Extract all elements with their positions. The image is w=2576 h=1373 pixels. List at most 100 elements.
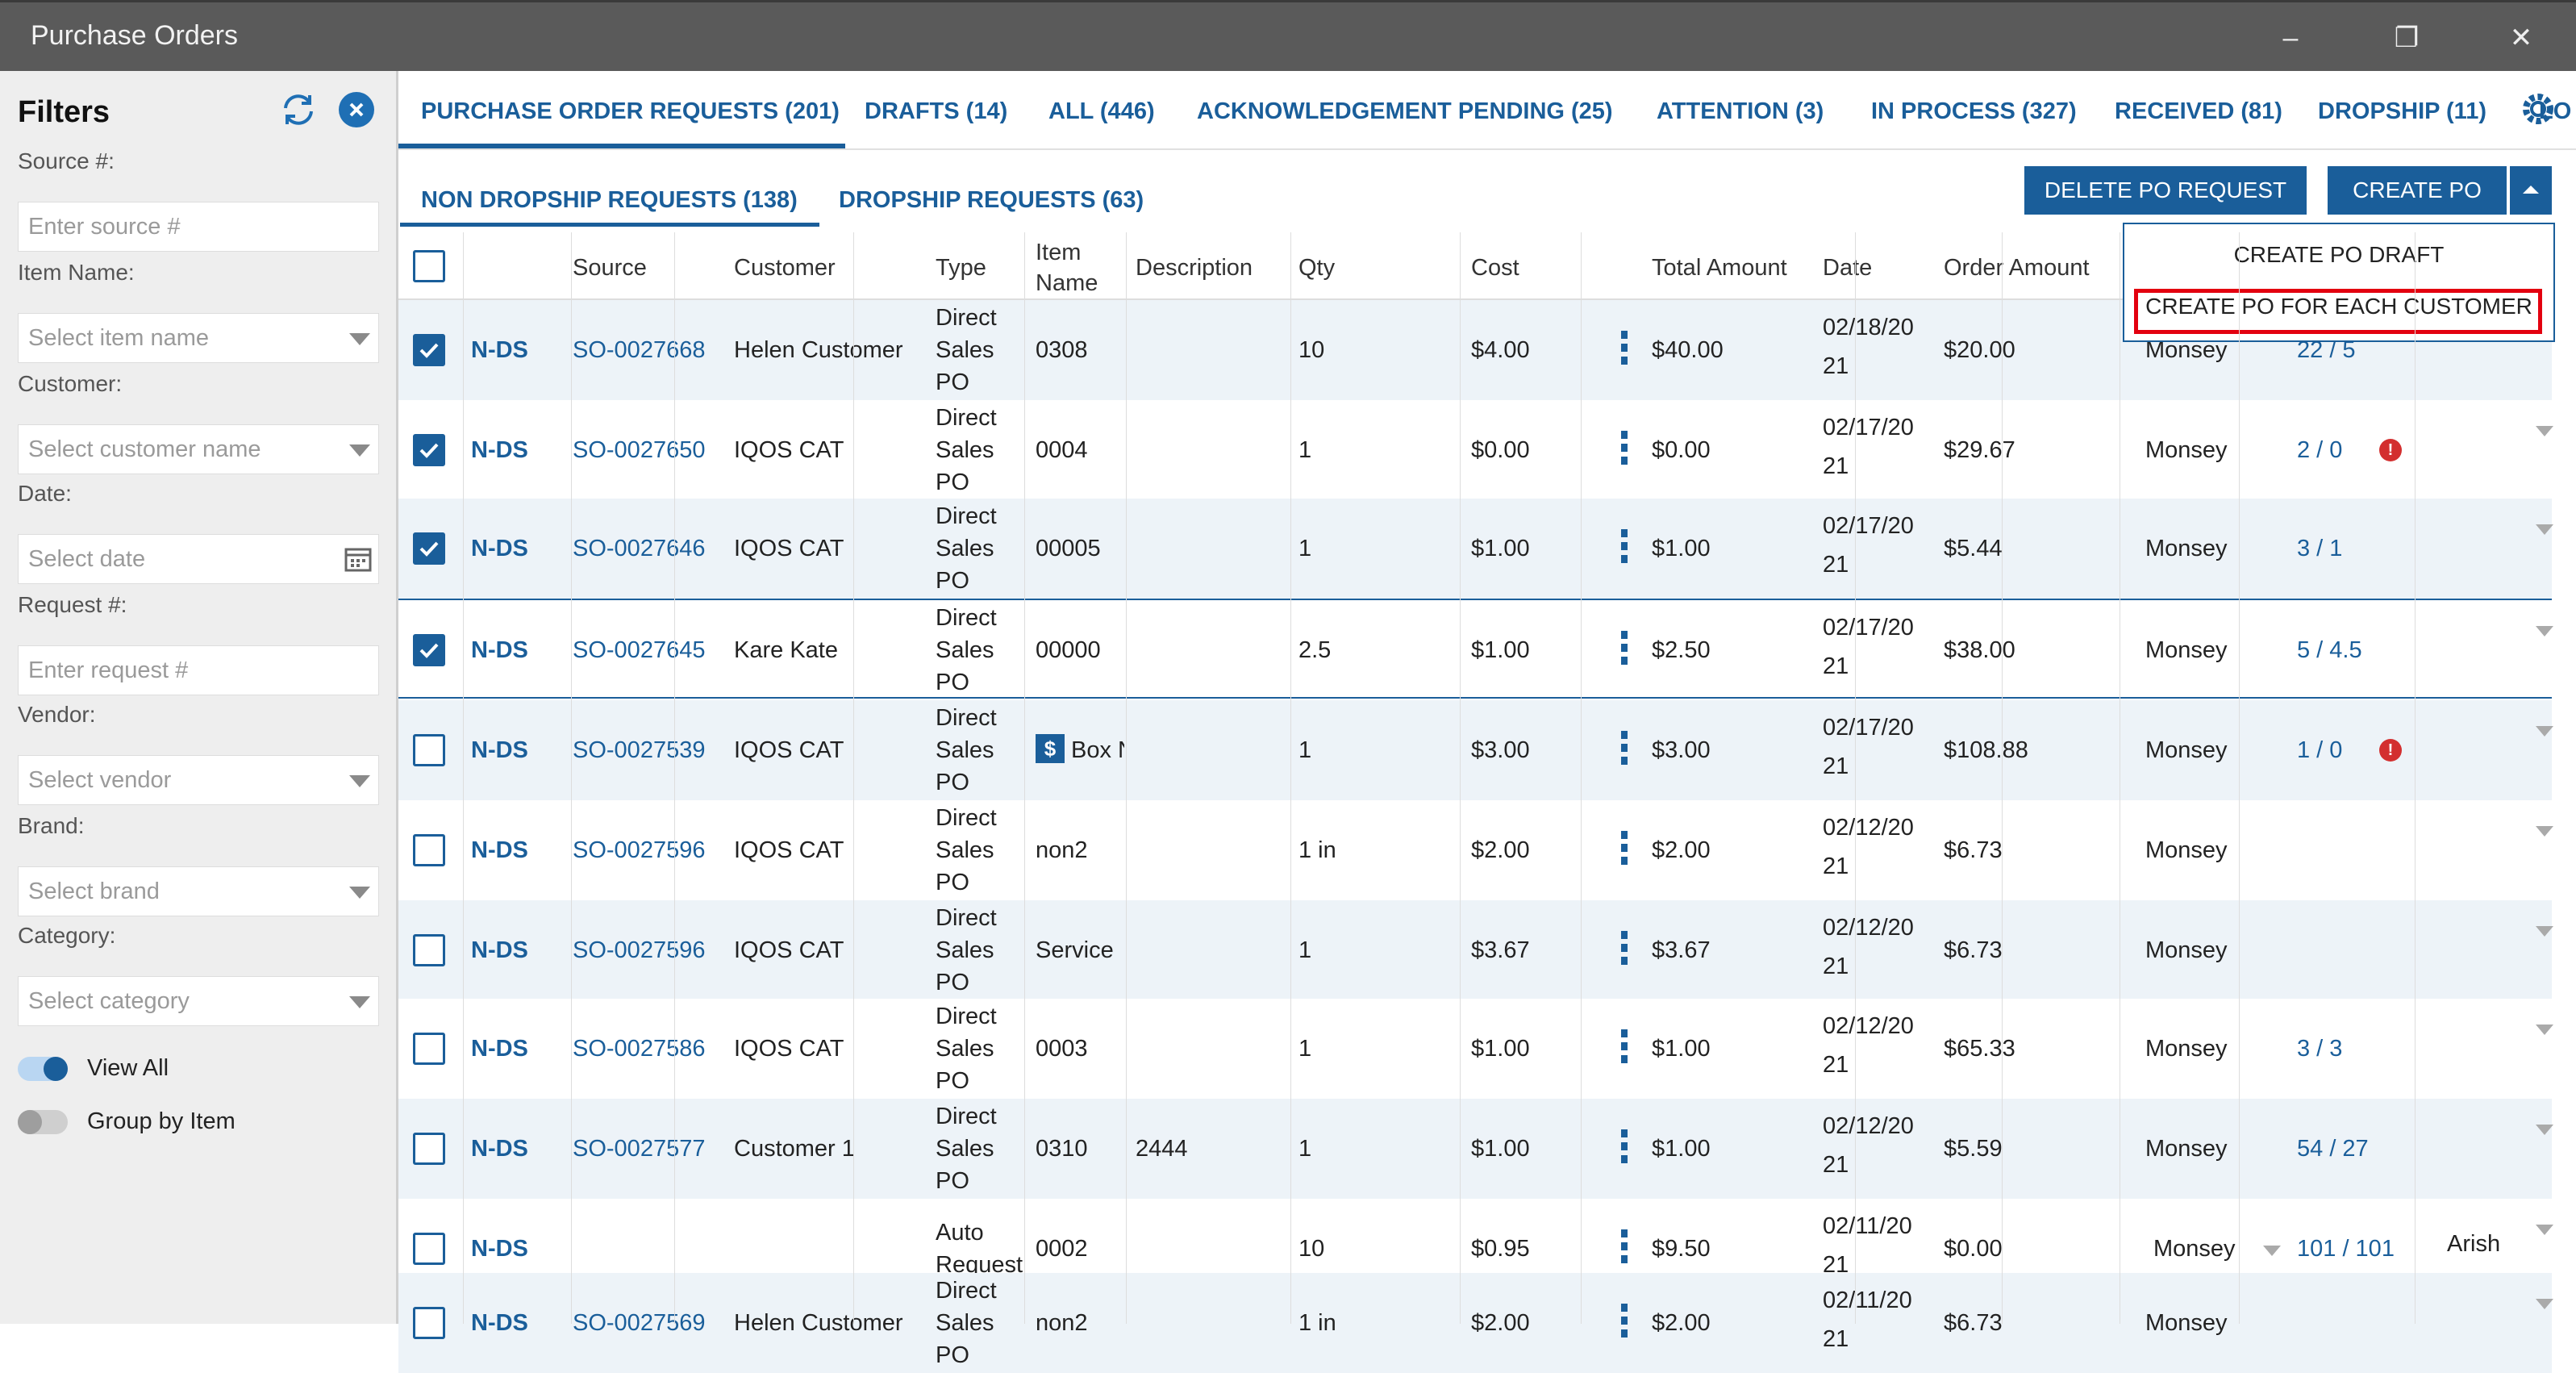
restore-button[interactable]: ❐: [2394, 23, 2420, 53]
qty-ratio[interactable]: 5 / 4.5: [2297, 637, 2362, 663]
select-all-checkbox[interactable]: [413, 250, 445, 282]
source-link[interactable]: SO-0027596: [573, 937, 706, 963]
filter-label[interactable]: Customer:: [18, 371, 123, 396]
filter-categoryinput[interactable]: Select category: [18, 976, 379, 1026]
row-checkbox[interactable]: [413, 434, 445, 466]
table-row[interactable]: N-DS SO-0027596 IQOS CAT Direct Sales PO non2 1…: [398, 800, 2553, 900]
more-options-icon[interactable]: [1621, 631, 1629, 668]
more-options-icon[interactable]: [1621, 431, 1629, 468]
row-expand-icon[interactable]: [2536, 426, 2553, 436]
qty-ratio[interactable]: 2 / 0: [2297, 437, 2343, 463]
row-checkbox[interactable]: [413, 1233, 445, 1265]
request-code[interactable]: N-DS: [471, 1036, 528, 1062]
more-options-icon[interactable]: [1621, 529, 1629, 566]
col-total-amount[interactable]: Total Amount: [1652, 255, 1787, 281]
group-by-item-toggle[interactable]: [18, 1110, 68, 1134]
gear-icon[interactable]: [2520, 90, 2557, 127]
tab-2[interactable]: ALL (446): [1048, 98, 1155, 124]
qty-ratio[interactable]: 3 / 3: [2297, 1036, 2343, 1062]
menu-item-create-po-each-customer[interactable]: CREATE PO FOR EACH CUSTOMER: [2145, 294, 2532, 319]
table-row[interactable]: N-DS SO-0027577 Customer 1 Direct Sales PO 031…: [398, 1099, 2553, 1199]
create-po-button[interactable]: CREATE PO: [2328, 166, 2507, 215]
filter-label[interactable]: Source #:: [18, 148, 115, 173]
more-options-icon[interactable]: [1621, 1129, 1629, 1166]
col-description[interactable]: Description: [1136, 255, 1253, 281]
row-expand-icon[interactable]: [2536, 926, 2553, 937]
row-checkbox[interactable]: [413, 634, 445, 666]
filter-label[interactable]: Vendor:: [18, 702, 96, 727]
tab-1[interactable]: DRAFTS (14): [865, 98, 1008, 124]
filter-sourceinput[interactable]: Enter source #: [18, 202, 379, 252]
request-code[interactable]: N-DS: [471, 837, 528, 863]
filter-label[interactable]: Date:: [18, 481, 72, 506]
source-link[interactable]: SO-0027586: [573, 1036, 706, 1062]
col-source[interactable]: Source: [573, 255, 647, 281]
col-type[interactable]: Type: [936, 255, 986, 281]
col-order-amount[interactable]: Order Amount: [1944, 255, 2090, 281]
request-code[interactable]: N-DS: [471, 937, 528, 963]
table-row[interactable]: N-DS SO-0027596 IQOS CAT Direct Sales PO Servi…: [398, 900, 2553, 1000]
tab-4[interactable]: ATTENTION (3): [1657, 98, 1824, 124]
menu-item-create-po-draft[interactable]: CREATE PO DRAFT: [2233, 242, 2445, 267]
filter-label[interactable]: Brand:: [18, 813, 85, 838]
tab-7[interactable]: DROPSHIP (11): [2318, 98, 2486, 124]
tab-0[interactable]: PURCHASE ORDER REQUESTS (201): [421, 98, 840, 124]
row-expand-icon[interactable]: [2536, 1125, 2553, 1135]
row-expand-icon[interactable]: [2536, 626, 2553, 636]
source-link[interactable]: SO-0027668: [573, 337, 706, 363]
qty-ratio[interactable]: 3 / 1: [2297, 536, 2343, 561]
chevron-down-icon[interactable]: [2263, 1246, 2281, 1256]
request-code[interactable]: N-DS: [471, 536, 528, 561]
qty-ratio[interactable]: 1 / 0: [2297, 737, 2343, 763]
row-checkbox[interactable]: [413, 1033, 445, 1065]
row-checkbox[interactable]: [413, 334, 445, 366]
row-expand-icon[interactable]: [2536, 826, 2553, 837]
row-checkbox[interactable]: [413, 1133, 445, 1165]
calendar-icon[interactable]: [344, 546, 372, 572]
row-checkbox[interactable]: [413, 934, 445, 966]
close-window-button[interactable]: ✕: [2509, 23, 2533, 53]
row-checkbox[interactable]: [413, 1307, 445, 1339]
source-link[interactable]: SO-0027646: [573, 536, 706, 561]
location-select[interactable]: Monsey: [2153, 1236, 2236, 1262]
row-expand-icon[interactable]: [2536, 1299, 2553, 1309]
subtab-dropship[interactable]: DROPSHIP REQUESTS (63): [839, 187, 1144, 213]
more-options-icon[interactable]: [1621, 1029, 1629, 1066]
table-row[interactable]: N-DS SO-0027650 IQOS CAT Direct Sales PO 0004 1…: [398, 400, 2553, 500]
row-checkbox[interactable]: [413, 734, 445, 766]
source-link[interactable]: SO-0027650: [573, 437, 706, 463]
table-row[interactable]: N-DS SO-0027646 IQOS CAT Direct Sales PO 00005…: [398, 499, 2553, 599]
tab-3[interactable]: ACKNOWLEDGEMENT PENDING (25): [1197, 98, 1613, 124]
more-options-icon[interactable]: [1621, 931, 1629, 968]
row-expand-icon[interactable]: [2536, 1225, 2553, 1235]
filter-label[interactable]: Item Name:: [18, 260, 135, 285]
row-expand-icon[interactable]: [2536, 524, 2553, 535]
col-cost[interactable]: Cost: [1471, 255, 1519, 281]
request-code[interactable]: N-DS: [471, 1136, 528, 1162]
request-code[interactable]: N-DS: [471, 337, 528, 363]
col-item-name[interactable]: Item Name: [1036, 240, 1098, 296]
filter-customerinput[interactable]: Select customer name: [18, 424, 379, 474]
source-link[interactable]: SO-0027596: [573, 837, 706, 863]
row-expand-icon[interactable]: [2536, 1025, 2553, 1035]
qty-ratio[interactable]: 101 / 101: [2297, 1236, 2395, 1262]
tab-5[interactable]: IN PROCESS (327): [1871, 98, 2077, 124]
minimize-button[interactable]: –: [2282, 23, 2299, 53]
row-expand-icon[interactable]: [2536, 726, 2553, 737]
col-date[interactable]: Date: [1823, 255, 1873, 281]
source-link[interactable]: SO-0027577: [573, 1136, 706, 1162]
more-options-icon[interactable]: [1621, 831, 1629, 868]
request-code[interactable]: N-DS: [471, 637, 528, 663]
refresh-icon[interactable]: [279, 90, 318, 129]
col-qty[interactable]: Qty: [1298, 255, 1336, 281]
filter-requestinput[interactable]: Enter request #: [18, 645, 379, 695]
create-po-dropdown-toggle[interactable]: [2510, 166, 2552, 215]
source-link[interactable]: SO-0027539: [573, 737, 706, 763]
request-code[interactable]: N-DS: [471, 737, 528, 763]
request-code[interactable]: N-DS: [471, 437, 528, 463]
subtab-non-dropship[interactable]: NON DROPSHIP REQUESTS (138): [421, 187, 798, 213]
clear-filters-icon[interactable]: [339, 92, 374, 127]
filter-item-nameinput[interactable]: Select item name: [18, 313, 379, 363]
filter-brandinput[interactable]: Select brand: [18, 866, 379, 916]
table-row[interactable]: N-DS SO-0027569 Helen Customer Direct Sales P…: [398, 1273, 2553, 1373]
